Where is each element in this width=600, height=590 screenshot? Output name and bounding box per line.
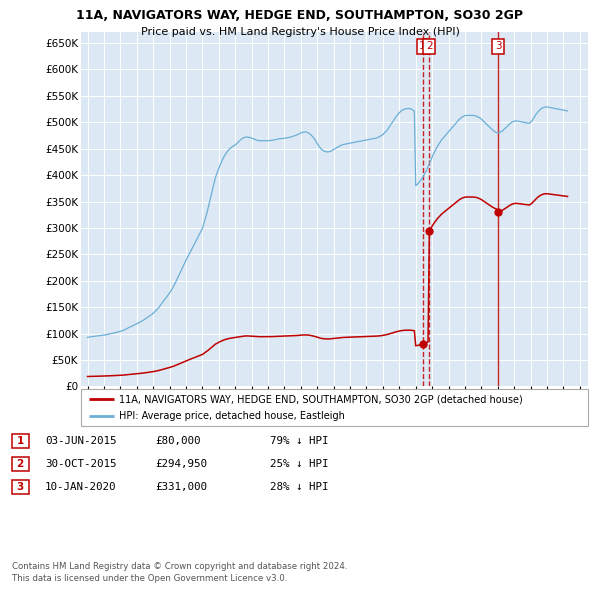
Text: 25% ↓ HPI: 25% ↓ HPI <box>270 459 329 469</box>
Text: £331,000: £331,000 <box>155 482 207 492</box>
Text: 03-JUN-2015: 03-JUN-2015 <box>45 436 116 446</box>
Text: 11A, NAVIGATORS WAY, HEDGE END, SOUTHAMPTON, SO30 2GP: 11A, NAVIGATORS WAY, HEDGE END, SOUTHAMP… <box>77 9 523 22</box>
Text: 2: 2 <box>426 41 433 51</box>
Text: 28% ↓ HPI: 28% ↓ HPI <box>270 482 329 492</box>
FancyBboxPatch shape <box>81 389 588 426</box>
Text: 79% ↓ HPI: 79% ↓ HPI <box>270 436 329 446</box>
FancyBboxPatch shape <box>11 457 29 471</box>
Text: £294,950: £294,950 <box>155 459 207 469</box>
Text: Price paid vs. HM Land Registry's House Price Index (HPI): Price paid vs. HM Land Registry's House … <box>140 27 460 37</box>
Text: HPI: Average price, detached house, Eastleigh: HPI: Average price, detached house, East… <box>119 411 345 421</box>
Text: 3: 3 <box>16 482 23 492</box>
Text: 30-OCT-2015: 30-OCT-2015 <box>45 459 116 469</box>
Text: 10-JAN-2020: 10-JAN-2020 <box>45 482 116 492</box>
Text: 1: 1 <box>16 436 23 446</box>
Text: 11A, NAVIGATORS WAY, HEDGE END, SOUTHAMPTON, SO30 2GP (detached house): 11A, NAVIGATORS WAY, HEDGE END, SOUTHAMP… <box>119 394 523 404</box>
FancyBboxPatch shape <box>11 434 29 448</box>
FancyBboxPatch shape <box>11 480 29 494</box>
Text: 1: 1 <box>419 41 426 51</box>
Text: 2: 2 <box>16 459 23 469</box>
Text: 3: 3 <box>495 41 502 51</box>
Text: £80,000: £80,000 <box>155 436 200 446</box>
Text: Contains HM Land Registry data © Crown copyright and database right 2024.
This d: Contains HM Land Registry data © Crown c… <box>12 562 347 583</box>
